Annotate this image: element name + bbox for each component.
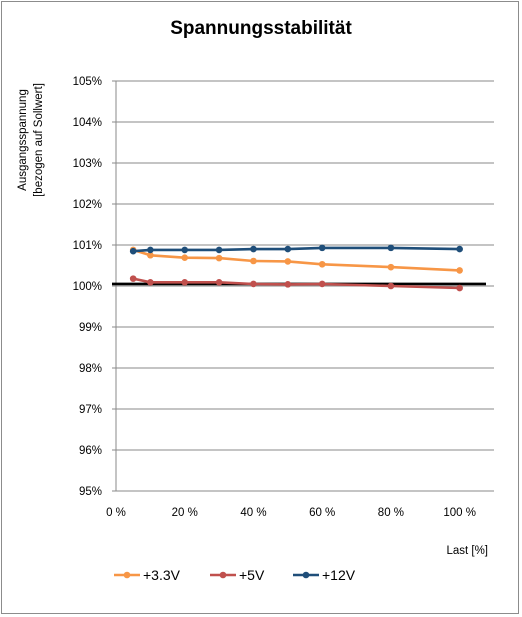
data-point bbox=[129, 247, 137, 255]
y-tick-label: 103% bbox=[73, 158, 102, 170]
legend-label: +3.3V bbox=[143, 567, 181, 583]
y-axis-label-line-1: Ausgangsspannung bbox=[17, 89, 29, 191]
y-tick-label: 95% bbox=[79, 486, 102, 498]
x-tick-label: 40 % bbox=[240, 507, 266, 519]
data-point bbox=[181, 246, 189, 254]
y-tick-label: 96% bbox=[79, 445, 102, 457]
data-point bbox=[250, 257, 257, 265]
data-point bbox=[284, 281, 292, 288]
data-point bbox=[284, 245, 292, 253]
series-group bbox=[129, 244, 463, 292]
y-tick-label: 104% bbox=[73, 117, 102, 129]
grid-lines bbox=[116, 80, 494, 492]
y-tick-label: 98% bbox=[79, 363, 102, 375]
data-point bbox=[215, 254, 223, 262]
y-tick-label: 101% bbox=[73, 240, 102, 252]
data-point bbox=[250, 245, 257, 253]
data-point bbox=[147, 279, 154, 286]
y-tick-label: 105% bbox=[73, 76, 102, 88]
data-point bbox=[147, 246, 154, 254]
data-point bbox=[387, 263, 395, 271]
y-tick-label: 97% bbox=[79, 404, 102, 416]
x-axis-label: Last [%] bbox=[446, 545, 488, 557]
x-tick-label: 20 % bbox=[172, 507, 198, 519]
y-tick-labels: 95% 96% 97% 98% 99% 100% 101% 102% 103% 104% 105% bbox=[73, 76, 102, 498]
y-tick-label: 100% bbox=[73, 281, 102, 293]
legend-swatch-marker bbox=[123, 571, 131, 579]
y-tick-label: 102% bbox=[73, 199, 102, 211]
data-point bbox=[456, 245, 463, 253]
data-point bbox=[250, 280, 257, 288]
data-point bbox=[147, 251, 154, 259]
y-tick-label: 99% bbox=[79, 322, 102, 334]
y-axis-label: Ausgangsspannung [bezogen auf Sollwert] bbox=[17, 83, 45, 197]
x-tick-label: 80 % bbox=[378, 507, 404, 519]
x-tick-label: 60 % bbox=[309, 507, 335, 519]
data-point bbox=[129, 275, 137, 282]
x-tick-label: 100 % bbox=[443, 507, 476, 519]
data-point bbox=[456, 284, 463, 292]
x-tick-label: 0 % bbox=[106, 507, 126, 519]
legend-label: +5V bbox=[239, 567, 265, 583]
data-point bbox=[318, 244, 326, 252]
data-point bbox=[215, 246, 223, 254]
data-point bbox=[387, 244, 395, 252]
data-point bbox=[215, 279, 223, 286]
data-point bbox=[181, 254, 189, 262]
y-axis-label-line-2: [bezogen auf Sollwert] bbox=[33, 83, 45, 197]
legend-swatch-marker bbox=[219, 571, 227, 579]
data-point bbox=[456, 267, 463, 274]
chart-title: Spannungsstabilität bbox=[170, 18, 352, 39]
data-point bbox=[318, 280, 326, 288]
x-tick-labels: 0 % 20 % 40 % 60 % 80 % 100 % bbox=[106, 507, 476, 519]
axes bbox=[112, 80, 494, 492]
data-point bbox=[318, 260, 326, 268]
legend: +3.3V +5V +12V bbox=[114, 567, 356, 583]
data-point bbox=[284, 258, 292, 265]
legend-label: +12V bbox=[322, 567, 356, 583]
legend-swatch-marker bbox=[302, 571, 310, 579]
series-line-0 bbox=[132, 248, 460, 272]
data-point bbox=[387, 282, 395, 290]
data-point bbox=[181, 279, 189, 286]
